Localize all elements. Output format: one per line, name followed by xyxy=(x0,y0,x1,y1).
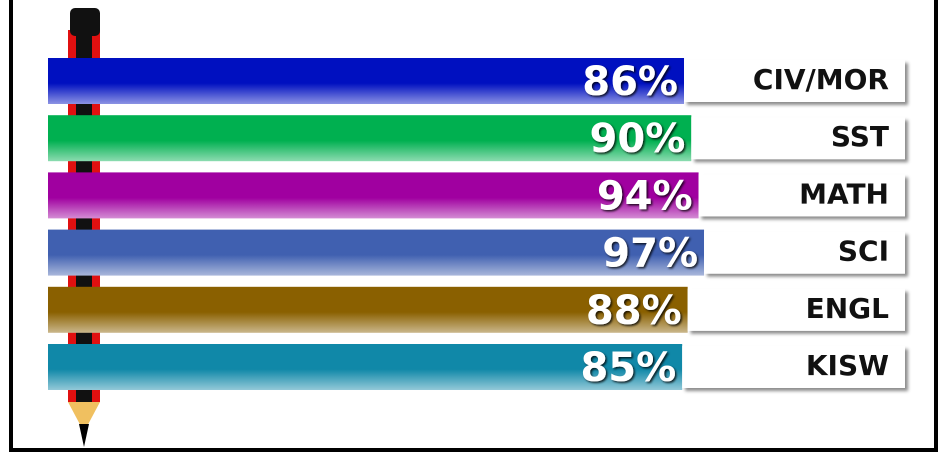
value-label: 85% xyxy=(580,345,676,391)
value-label: 97% xyxy=(602,231,698,277)
value-label: 90% xyxy=(590,116,686,162)
chart: 86% CIV/MOR 90% SST 94% MATH 97% SCI 88% ENGL 85% K… xyxy=(0,0,948,454)
category-label: SST xyxy=(831,120,889,153)
category-label: SCI xyxy=(838,235,889,268)
value-label: 86% xyxy=(582,59,678,105)
value-label: 88% xyxy=(586,288,682,334)
value-label: 94% xyxy=(597,173,693,219)
category-label: MATH xyxy=(799,177,889,210)
category-label: ENGL xyxy=(806,292,890,325)
category-label: CIV/MOR xyxy=(753,63,889,96)
category-label: KISW xyxy=(806,349,889,382)
